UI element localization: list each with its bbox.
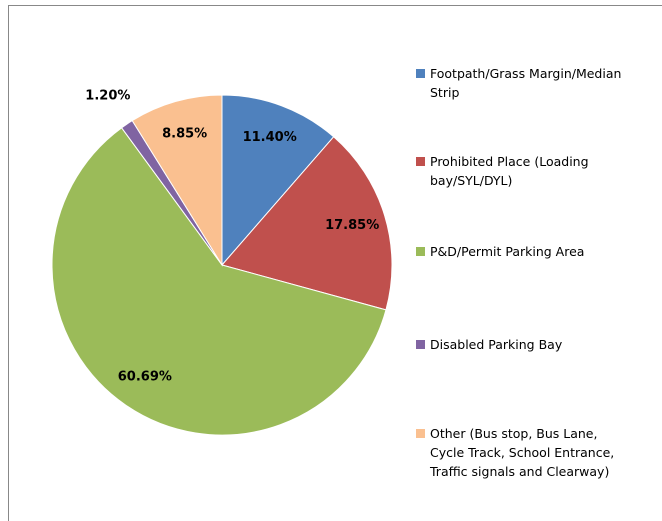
legend-swatch — [416, 340, 425, 349]
data-label: 1.20% — [85, 88, 130, 103]
legend-label: Footpath/Grass Margin/Median Strip — [430, 66, 622, 100]
legend-entry: Disabled Parking Bay — [416, 335, 631, 354]
pie-slice — [221, 94, 335, 267]
legend-entry: Other (Bus stop, Bus Lane, Cycle Track, … — [416, 424, 631, 481]
legend-entry: Footpath/Grass Margin/Median Strip — [416, 64, 631, 102]
data-label: 8.85% — [162, 127, 207, 142]
pie-slice — [221, 136, 393, 311]
data-label: 11.40% — [243, 130, 297, 145]
legend-swatch — [416, 69, 425, 78]
legend-swatch — [416, 157, 425, 166]
chart-frame — [8, 5, 662, 521]
legend-swatch — [416, 429, 425, 438]
data-label: 60.69% — [118, 369, 172, 384]
pie-slice — [131, 94, 223, 267]
legend-entry: Prohibited Place (Loading bay/SYL/DYL) — [416, 152, 631, 190]
legend-label: Prohibited Place (Loading bay/SYL/DYL) — [430, 154, 589, 188]
legend-label: P&D/Permit Parking Area — [430, 244, 585, 259]
legend-label: Disabled Parking Bay — [430, 337, 563, 352]
data-label: 17.85% — [325, 218, 379, 233]
legend-label: Other (Bus stop, Bus Lane, Cycle Track, … — [430, 426, 615, 479]
legend-entry: P&D/Permit Parking Area — [416, 242, 631, 261]
legend-swatch — [416, 247, 425, 256]
pie-slice — [51, 127, 387, 436]
